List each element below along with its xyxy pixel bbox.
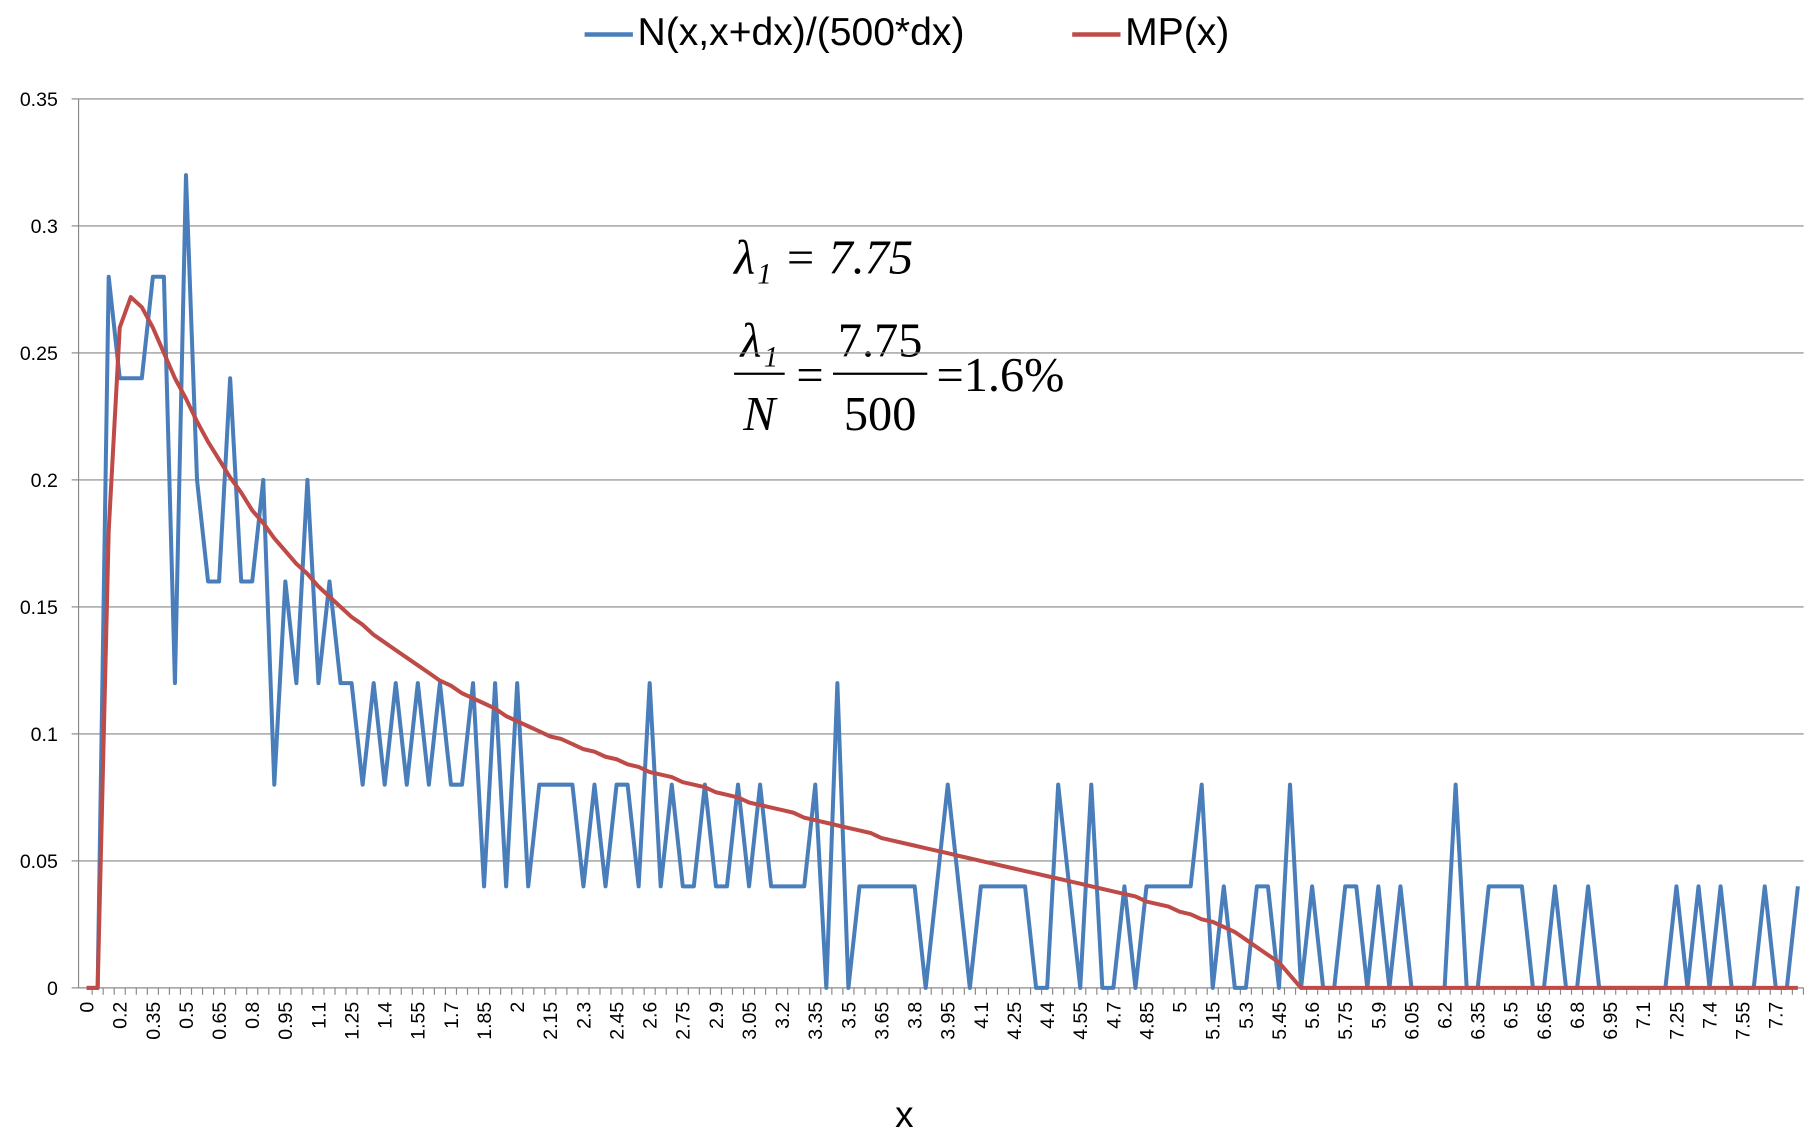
y-tick-label: 0.35 <box>20 89 58 111</box>
y-tick-label: 0.1 <box>31 724 58 746</box>
x-tick-label: 2.75 <box>673 1002 695 1040</box>
x-tick-label: 4.1 <box>971 1002 993 1029</box>
x-tick-label: 3.05 <box>739 1002 761 1040</box>
x-tick-label: 7.55 <box>1733 1002 1755 1040</box>
x-tick-label: 0.95 <box>275 1002 297 1040</box>
x-tick-label: 3.2 <box>772 1002 794 1029</box>
y-tick-label: 0 <box>47 978 58 1000</box>
fraction-denominator: 500 <box>844 388 916 441</box>
y-tick-label: 0.15 <box>20 597 58 619</box>
x-tick-label: 6.2 <box>1434 1002 1456 1029</box>
x-tick-label: 4.7 <box>1103 1002 1125 1029</box>
x-tick-label: 6.05 <box>1401 1002 1423 1040</box>
y-tick-label: 0.3 <box>31 216 58 238</box>
x-tick-label: 5.9 <box>1368 1002 1390 1029</box>
x-tick-label: 5.6 <box>1302 1002 1324 1029</box>
x-tick-label: 7.4 <box>1699 1002 1721 1029</box>
x-tick-label: 3.95 <box>938 1002 960 1040</box>
x-tick-label: 7.1 <box>1633 1002 1655 1029</box>
x-tick-label: 1.1 <box>308 1002 330 1029</box>
x-tick-label: 3.5 <box>838 1002 860 1029</box>
x-tick-label: 2.15 <box>540 1002 562 1040</box>
series-line <box>86 295 1798 990</box>
x-tick-label: 4.25 <box>1004 1002 1026 1040</box>
x-tick-label: 6.65 <box>1534 1002 1556 1040</box>
x-tick-label: 2.9 <box>706 1002 728 1029</box>
x-tick-label: 6.35 <box>1468 1002 1490 1040</box>
x-axis-title: x <box>895 1094 913 1135</box>
x-tick-label: 2.3 <box>573 1002 595 1029</box>
x-tick-label: 6.5 <box>1501 1002 1523 1029</box>
annotation: λ₁ = 7.75 λ₁ N = 7.75 500 =1.6% <box>732 232 1064 441</box>
x-tick-label: 0.5 <box>176 1002 198 1029</box>
x-tick-label: 3.8 <box>905 1002 927 1029</box>
y-tick-label: 0.25 <box>20 343 58 365</box>
x-tick-label: 0.8 <box>242 1002 264 1029</box>
fraction-denominator: N <box>742 388 778 441</box>
equals-sign: = <box>796 349 823 402</box>
x-tick-label: 2.45 <box>606 1002 628 1040</box>
x-tick-label: 0.2 <box>110 1002 132 1029</box>
x-tick-label: 4.85 <box>1136 1002 1158 1040</box>
x-tick-label: 1.7 <box>441 1002 463 1029</box>
x-tick-label: 4.55 <box>1070 1002 1092 1040</box>
y-tick-label: 0.2 <box>31 470 58 492</box>
fraction-numerator: λ₁ <box>739 315 779 368</box>
x-tick-label: 6.95 <box>1600 1002 1622 1040</box>
x-tick-label: 1.55 <box>408 1002 430 1040</box>
x-tick-label: 2.6 <box>640 1002 662 1029</box>
series-line <box>86 173 1800 990</box>
x-tick-label: 3.35 <box>805 1002 827 1040</box>
x-tick-label: 5.45 <box>1269 1002 1291 1040</box>
x-tick-label: 3.65 <box>871 1002 893 1040</box>
x-tick-label: 7.7 <box>1766 1002 1788 1029</box>
x-tick-label: 1.25 <box>341 1002 363 1040</box>
x-tick-label: 4.4 <box>1037 1002 1059 1029</box>
x-tick-label: 5.15 <box>1203 1002 1225 1040</box>
x-tick-label: 2 <box>507 1002 529 1013</box>
annotation-line: λ₁ = 7.75 <box>732 232 913 285</box>
x-tick-label: 1.4 <box>375 1002 397 1029</box>
x-tick-label: 1.85 <box>474 1002 496 1040</box>
legend-label: N(x,x+dx)/(500*dx) <box>637 11 964 54</box>
x-tick-label: 0 <box>77 1002 99 1013</box>
x-tick-label: 5.3 <box>1236 1002 1258 1029</box>
annotation-result: =1.6% <box>937 349 1065 402</box>
fraction-numerator: 7.75 <box>838 315 923 368</box>
legend-label: MP(x) <box>1125 11 1229 54</box>
x-tick-label: 7.25 <box>1666 1002 1688 1040</box>
y-tick-label: 0.05 <box>20 851 58 873</box>
x-tick-label: 5.75 <box>1335 1002 1357 1040</box>
x-tick-label: 5 <box>1170 1002 1192 1013</box>
x-tick-label: 0.35 <box>143 1002 165 1040</box>
x-tick-label: 0.65 <box>209 1002 231 1040</box>
x-tick-label: 6.8 <box>1567 1002 1589 1029</box>
